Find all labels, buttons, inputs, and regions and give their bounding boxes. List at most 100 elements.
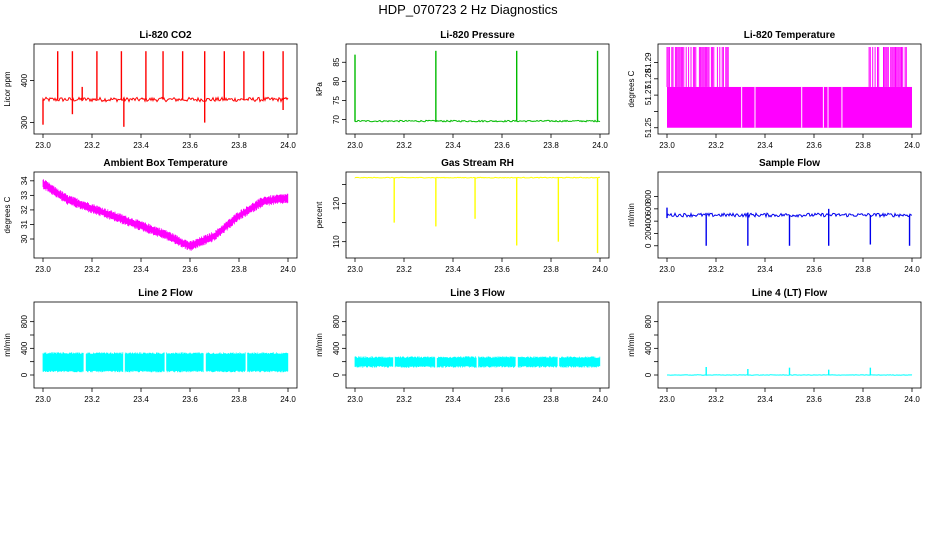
x-tick-label: 23.2 xyxy=(84,265,100,274)
panel-title: Li-820 CO2 xyxy=(139,30,192,41)
y-axis-label: ml/min xyxy=(627,333,636,357)
y-tick-label: 120 xyxy=(332,196,341,210)
y-tick-label: 75 xyxy=(332,95,341,104)
y-tick-label: 51.25 xyxy=(644,117,653,138)
y-tick-label: 34 xyxy=(20,176,29,185)
y-tick-label: 800 xyxy=(644,314,653,328)
x-tick-label: 24.0 xyxy=(904,265,920,274)
y-axis-label: ml/min xyxy=(3,333,12,357)
chart-panel-2: Li-820 Pressure 23.0 23.2 23.4 23.6 23.8 24.0 7… xyxy=(315,30,610,150)
y-tick-label: 800 xyxy=(332,314,341,328)
plot-frame xyxy=(33,43,298,135)
x-tick-label: 23.4 xyxy=(757,141,773,150)
panel-title: Li-820 Pressure xyxy=(440,30,515,41)
y-tick-label: 400 xyxy=(20,341,29,355)
series-pressure xyxy=(354,50,601,123)
x-tick-label: 23.6 xyxy=(182,265,198,274)
flow-band xyxy=(42,352,289,373)
panel-title: Gas Stream RH xyxy=(441,158,514,169)
plot-frame xyxy=(33,301,298,389)
x-tick-label: 23.8 xyxy=(855,141,871,150)
y-tick-label: 31 xyxy=(20,219,29,228)
x-tick-label: 23.0 xyxy=(659,395,675,404)
level-band xyxy=(667,86,912,128)
y-axis-label: Licor ppm xyxy=(3,71,12,106)
y-tick-label: 400 xyxy=(332,341,341,355)
x-tick-label: 23.2 xyxy=(708,265,724,274)
x-tick-label: 23.0 xyxy=(659,141,675,150)
y-tick-label: 400 xyxy=(20,73,29,87)
y-tick-label: 51.27 xyxy=(644,85,653,106)
x-tick-label: 23.0 xyxy=(347,395,363,404)
x-tick-label: 23.4 xyxy=(445,265,461,274)
x-tick-label: 24.0 xyxy=(592,141,608,150)
x-tick-label: 23.8 xyxy=(855,395,871,404)
chart-panel-1: Li-820 CO2 23.0 23.2 23.4 23.6 23.8 24.0 300 400… xyxy=(3,30,298,150)
x-tick-label: 23.0 xyxy=(35,265,51,274)
y-tick-label: 400 xyxy=(644,341,653,355)
x-tick-label: 23.8 xyxy=(543,395,559,404)
x-tick-label: 23.2 xyxy=(396,395,412,404)
y-tick-label: 80 xyxy=(332,76,341,85)
y-tick-label: 300 xyxy=(20,115,29,129)
panel-title: Line 2 Flow xyxy=(138,288,193,299)
main-title: HDP_070723 2 Hz Diagnostics xyxy=(378,2,558,17)
y-tick-label: 51.29 xyxy=(644,52,653,73)
x-tick-label: 23.0 xyxy=(347,141,363,150)
x-tick-label: 23.4 xyxy=(133,141,149,150)
chart-panel-3: Li-820 Temperature 23.0 23.2 23.4 23.6 23.8 24… xyxy=(627,30,922,150)
x-tick-label: 23.2 xyxy=(396,141,412,150)
x-tick-label: 23.8 xyxy=(855,265,871,274)
x-tick-label: 23.8 xyxy=(231,141,247,150)
y-axis-label: degrees C xyxy=(627,70,636,107)
series-line-3 xyxy=(354,356,601,368)
y-tick-label: 200 xyxy=(644,226,653,240)
x-tick-label: 23.8 xyxy=(231,395,247,404)
x-tick-label: 24.0 xyxy=(592,395,608,404)
x-tick-label: 23.2 xyxy=(396,265,412,274)
x-tick-label: 23.6 xyxy=(494,141,510,150)
panel-title: Line 3 Flow xyxy=(450,288,505,299)
y-tick-label: 70 xyxy=(332,115,341,124)
chart-panel-4: Ambient Box Temperature 23.0 23.2 23.4 23.6 2… xyxy=(3,158,298,274)
chart-panel-7: Line 2 Flow 23.0 23.2 23.4 23.6 23.8 24.0 0 400 8… xyxy=(3,288,298,404)
x-tick-label: 24.0 xyxy=(904,141,920,150)
x-tick-label: 23.0 xyxy=(347,265,363,274)
y-axis-label: ml/min xyxy=(315,333,324,357)
x-tick-label: 23.0 xyxy=(35,395,51,404)
plot-frame xyxy=(345,301,610,389)
x-tick-label: 24.0 xyxy=(280,265,296,274)
y-axis-label: degrees C xyxy=(3,196,12,233)
x-tick-label: 23.0 xyxy=(659,265,675,274)
y-tick-label: 0 xyxy=(20,372,29,377)
x-tick-label: 24.0 xyxy=(592,265,608,274)
x-tick-label: 23.2 xyxy=(84,395,100,404)
y-tick-label: 800 xyxy=(644,189,653,203)
x-tick-label: 23.4 xyxy=(757,395,773,404)
x-tick-label: 23.6 xyxy=(182,395,198,404)
panel-title: Line 4 (LT) Flow xyxy=(752,288,828,299)
x-tick-label: 23.4 xyxy=(133,395,149,404)
x-tick-label: 24.0 xyxy=(904,395,920,404)
baseline-trace xyxy=(354,176,601,179)
y-tick-label: 33 xyxy=(20,190,29,199)
x-tick-label: 23.2 xyxy=(84,141,100,150)
series-sample-flow xyxy=(666,207,913,246)
chart-panel-6: Sample Flow 23.0 23.2 23.4 23.6 23.8 24.0 0 2004… xyxy=(627,158,922,274)
chart-panel-8: Line 3 Flow 23.0 23.2 23.4 23.6 23.8 24.0 0 400 8… xyxy=(315,288,610,404)
x-tick-label: 23.2 xyxy=(708,141,724,150)
y-tick-label: 0 xyxy=(332,372,341,377)
baseline-trace xyxy=(354,119,601,123)
x-tick-label: 23.4 xyxy=(445,141,461,150)
x-tick-label: 23.6 xyxy=(806,265,822,274)
x-tick-label: 23.6 xyxy=(182,141,198,150)
plot-frame xyxy=(657,171,922,259)
y-tick-label: 0 xyxy=(644,372,653,377)
x-tick-label: 23.8 xyxy=(543,141,559,150)
x-tick-label: 23.4 xyxy=(445,395,461,404)
series-line-4 xyxy=(667,367,913,376)
x-tick-label: 23.4 xyxy=(133,265,149,274)
chart-panel-5: Gas Stream RH 23.0 23.2 23.4 23.6 23.8 24.0 110… xyxy=(315,158,610,274)
y-axis-label: kPa xyxy=(315,82,324,96)
